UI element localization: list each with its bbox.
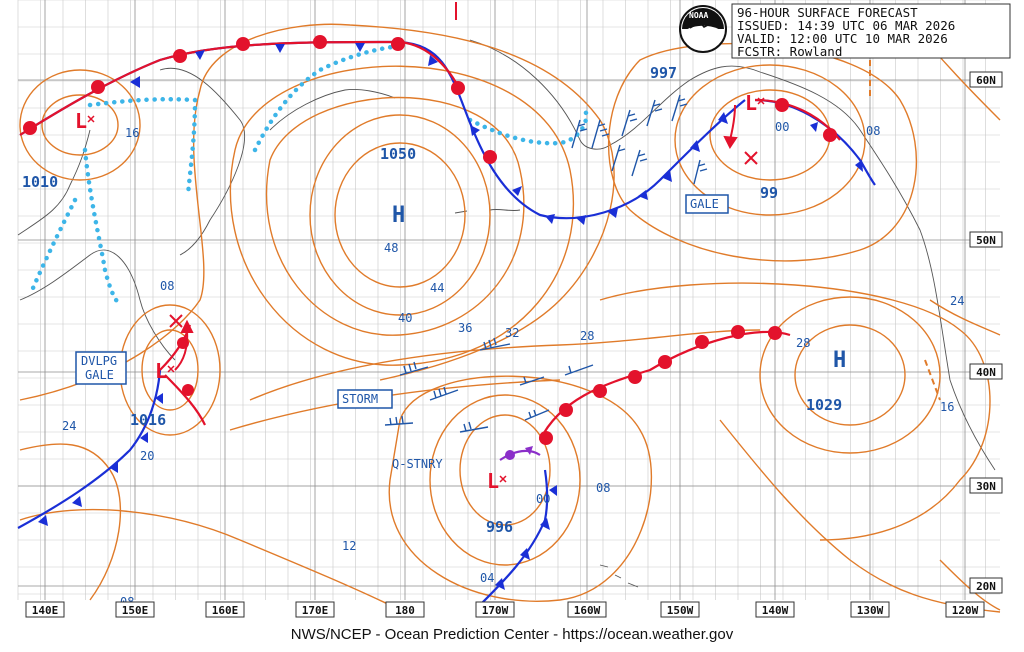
forecast-header: 96-HOUR SURFACE FORECAST ISSUED: 14:39 U… bbox=[731, 3, 1011, 59]
lat-label: 40N bbox=[976, 366, 996, 379]
front-symbols bbox=[23, 35, 863, 590]
isobar-label: 08 bbox=[160, 279, 174, 293]
lon-label: 140E bbox=[32, 604, 59, 617]
pressure-value: 1010 bbox=[22, 173, 58, 191]
lon-label-box bbox=[115, 601, 155, 618]
troughs bbox=[27, 43, 589, 308]
pressure-value: 997 bbox=[650, 64, 677, 82]
isobar-labels: 16 08 00 08 48 44 40 36 32 28 28 24 24 2… bbox=[62, 120, 964, 609]
header-line: FCSTR: Rowland bbox=[737, 44, 842, 59]
lon-label: 150E bbox=[122, 604, 149, 617]
lon-label: 160E bbox=[212, 604, 239, 617]
lon-label-box bbox=[205, 601, 245, 618]
lon-label: 170W bbox=[482, 604, 509, 617]
header-line: ISSUED: 14:39 UTC 06 MAR 2026 bbox=[737, 18, 955, 33]
noaa-logo: NOAA bbox=[679, 5, 727, 53]
lat-label-box bbox=[969, 71, 1003, 88]
isobars bbox=[19, 9, 1001, 613]
high-center-letter: H bbox=[833, 348, 846, 373]
isobar-label: 00 bbox=[775, 120, 789, 134]
lat-label: 60N bbox=[976, 74, 996, 87]
warning-label: GALE bbox=[85, 368, 114, 382]
isobar-label: 04 bbox=[480, 571, 494, 585]
lon-label-box bbox=[295, 601, 335, 618]
pressure-values: 1050 1029 997 99 1010 1016 996 bbox=[22, 64, 842, 536]
isobar-label: 08 bbox=[596, 481, 610, 495]
lat-label-box bbox=[969, 577, 1003, 594]
occluded-front bbox=[499, 449, 541, 461]
pressure-value: 1029 bbox=[806, 396, 842, 414]
isobar-label: 12 bbox=[342, 539, 356, 553]
lon-label: 160W bbox=[574, 604, 601, 617]
map-canvas: H H L L L L 1050 1029 997 99 1010 1016 9… bbox=[17, 0, 1011, 618]
isobar-label: 00 bbox=[536, 492, 550, 506]
header-line: 96-HOUR SURFACE FORECAST bbox=[737, 5, 918, 20]
lon-label-box bbox=[385, 601, 425, 618]
axis-labels: 140E 150E 160E 170E 180 170W 160W 150W 140W 130W 1… bbox=[25, 71, 1003, 618]
lon-label-box bbox=[25, 601, 65, 618]
lon-label: 170E bbox=[302, 604, 329, 617]
isobar-label: 24 bbox=[950, 294, 964, 308]
lat-label: 20N bbox=[976, 580, 996, 593]
pressure-value: 1050 bbox=[380, 145, 416, 163]
lon-label-box bbox=[755, 601, 795, 618]
warning-label: Q-STNRY bbox=[392, 457, 443, 471]
isobar-label: 32 bbox=[505, 326, 519, 340]
lat-label-box bbox=[969, 477, 1003, 494]
pressure-value: 99 bbox=[760, 184, 778, 202]
lat-label-box bbox=[969, 363, 1003, 380]
isobar-label: 16 bbox=[940, 400, 954, 414]
warning-label: DVLPG bbox=[81, 354, 117, 368]
isobar-label: 24 bbox=[62, 419, 76, 433]
high-center-letter: H bbox=[392, 203, 405, 228]
wind-barbs bbox=[384, 94, 708, 433]
lon-label: 120W bbox=[952, 604, 979, 617]
isobar-label: 44 bbox=[430, 281, 444, 295]
low-center-letter: L bbox=[745, 91, 757, 115]
low-center-letter: L bbox=[75, 109, 87, 133]
isobar-label: 28 bbox=[580, 329, 594, 343]
footer-credit: NWS/NCEP - Ocean Prediction Center - htt… bbox=[290, 626, 734, 643]
coastlines bbox=[17, 39, 996, 588]
pressure-value: 996 bbox=[486, 518, 513, 536]
pressure-center-letters: H H L L L L bbox=[75, 91, 846, 493]
isobar-label: 08 bbox=[866, 124, 880, 138]
lon-label-box bbox=[475, 601, 515, 618]
low-center-letter: L bbox=[487, 469, 499, 493]
isobar-label: 16 bbox=[125, 126, 139, 140]
pressure-value: 1016 bbox=[130, 411, 166, 429]
header-line: VALID: 12:00 UTC 10 MAR 2026 bbox=[737, 31, 948, 46]
lat-label: 50N bbox=[976, 234, 996, 247]
storm-track-arrows bbox=[169, 2, 941, 401]
lon-label-box bbox=[660, 601, 700, 618]
isobar-label: 36 bbox=[458, 321, 472, 335]
isobar-label: 28 bbox=[796, 336, 810, 350]
lon-label-box bbox=[850, 601, 890, 618]
lat-label-box bbox=[969, 231, 1003, 248]
lon-label: 140W bbox=[762, 604, 789, 617]
low-center-letter: L bbox=[155, 359, 167, 383]
noaa-logo-text: NOAA bbox=[689, 11, 708, 20]
warning-boxes: GALE STORM DVLPG GALE Q-STNRY bbox=[75, 194, 729, 471]
lon-label: 150W bbox=[667, 604, 694, 617]
lon-label: 130W bbox=[857, 604, 884, 617]
isobar-label: 20 bbox=[140, 449, 154, 463]
lon-label: 180 bbox=[395, 604, 415, 617]
warning-label: GALE bbox=[690, 197, 719, 211]
isobar-label: 48 bbox=[384, 241, 398, 255]
lon-label-box bbox=[567, 601, 607, 618]
cold-front-west bbox=[17, 369, 162, 529]
warm-front-ne bbox=[754, 98, 876, 186]
lat-label: 30N bbox=[976, 480, 996, 493]
warning-label: STORM bbox=[342, 392, 378, 406]
isobar-label: 40 bbox=[398, 311, 412, 325]
lat-lon-grid bbox=[17, 0, 1000, 600]
lon-label-box bbox=[945, 601, 985, 618]
